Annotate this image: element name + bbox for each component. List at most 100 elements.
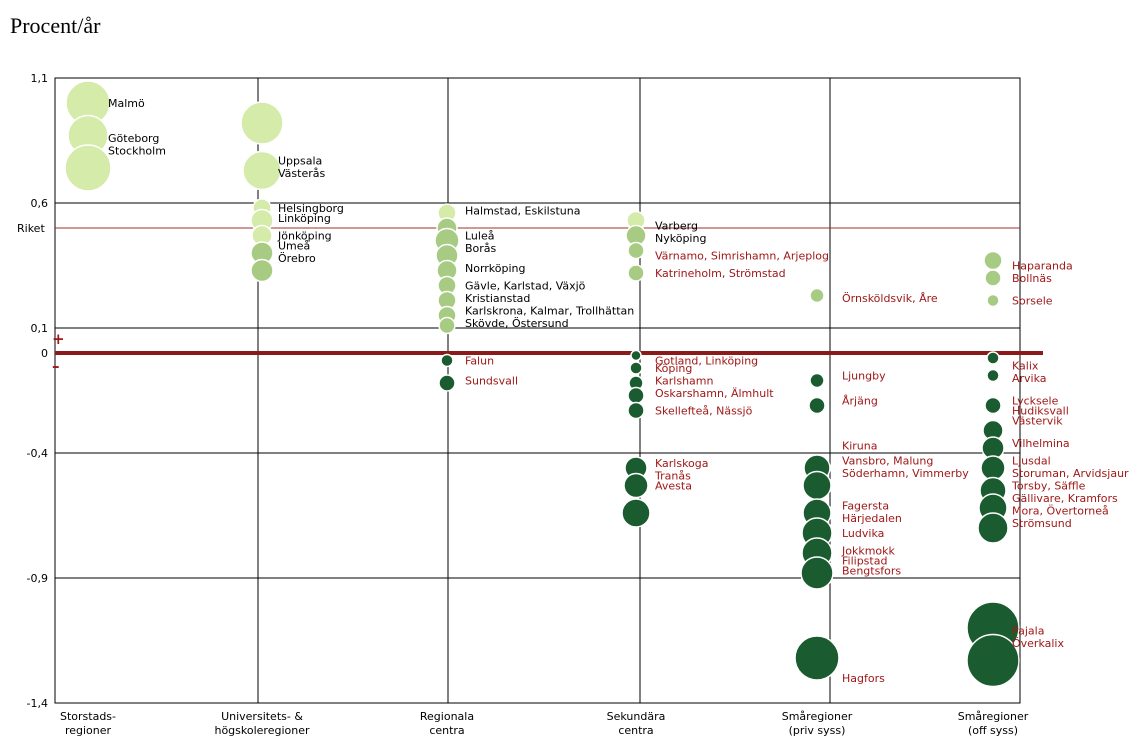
point-label: Skellefteå, Nässjö	[655, 405, 753, 418]
bubble	[984, 269, 1002, 287]
point-label: Falun	[465, 355, 494, 368]
category-label: centra	[618, 724, 653, 737]
bubble	[627, 241, 645, 260]
bubble	[627, 401, 645, 420]
bubble	[809, 372, 825, 389]
bubble	[621, 498, 651, 528]
bubble	[627, 386, 645, 405]
y-tick-label: -0,4	[27, 447, 48, 460]
point-label: Kiruna	[842, 440, 877, 453]
y-tick-label: 0,1	[31, 322, 49, 335]
bubble	[623, 472, 649, 499]
point-label: Malmö	[108, 97, 145, 110]
bubble	[627, 264, 645, 282]
point-label: Pajala	[1012, 625, 1044, 638]
bubble	[250, 258, 274, 283]
point-label: Örebro	[278, 252, 316, 265]
point-label: Katrineholm, Strömstad	[655, 267, 786, 280]
bubble	[438, 374, 456, 392]
point-label: Hagfors	[842, 672, 885, 685]
point-label: Storuman, Arvidsjaur	[1012, 467, 1129, 480]
y-unit-label: Procent/år	[10, 13, 101, 38]
point-label: Umeå	[278, 240, 310, 253]
category-label: Storstads-	[60, 710, 116, 723]
bubble	[440, 353, 454, 368]
point-label: Ljungby	[842, 370, 886, 383]
point-label: Fagersta	[842, 500, 889, 513]
point-label: Kristianstad	[465, 292, 530, 305]
point-label: Sundsvall	[465, 375, 518, 388]
bubble	[977, 512, 1009, 544]
point-label: Borås	[465, 242, 497, 255]
point-label: Härjedalen	[842, 512, 902, 525]
point-label: Karlshamn	[655, 375, 713, 388]
category-label: (off syss)	[968, 724, 1018, 737]
point-label: Göteborg	[108, 132, 159, 145]
point-label: Örnsköldsvik, Åre	[842, 292, 938, 305]
plus-sign: +	[52, 330, 65, 348]
point-label: Helsingborg	[278, 202, 344, 215]
bubbles	[64, 80, 1020, 688]
bubble	[808, 396, 826, 415]
bubble	[629, 361, 643, 375]
bubble	[809, 287, 825, 304]
category-label: regioner	[65, 724, 112, 737]
bubble	[438, 316, 456, 335]
plot-frame	[54, 77, 1021, 704]
point-label: Haparanda	[1012, 260, 1073, 273]
point-label: Tranås	[654, 470, 691, 483]
point-label: Halmstad, Eskilstuna	[465, 205, 580, 218]
bubble	[242, 150, 282, 191]
bubble	[986, 351, 1000, 365]
point-label: Bengtsfors	[842, 565, 901, 578]
point-label: Norrköping	[465, 262, 526, 275]
point-label: Ljusdal	[1012, 455, 1051, 468]
point-label: Kalix	[1012, 360, 1039, 373]
category-label: Småregioner	[782, 710, 853, 723]
bubble	[630, 349, 642, 362]
point-label: Luleå	[465, 230, 494, 243]
point-label: Uppsala	[278, 155, 322, 168]
point-label: Köping	[655, 362, 692, 375]
point-label: Karlskrona, Kalmar, Trollhättan	[465, 305, 634, 318]
point-label: Västervik	[1012, 415, 1063, 428]
point-label: Skövde, Östersund	[465, 317, 569, 330]
bubble	[64, 144, 112, 192]
category-label: Universitets- &	[221, 710, 303, 723]
bubble	[800, 556, 834, 590]
grid	[54, 77, 1021, 704]
point-label: Varberg	[655, 220, 698, 233]
axis-labels: 1,1 0,6 0,1 0 -0,4 -0,9 -1,4 Storstads-regioner…	[27, 72, 1029, 737]
point-label: Karlskoga	[655, 457, 709, 470]
bubble	[802, 470, 832, 501]
point-label: Lycksele	[1012, 395, 1059, 408]
point-label: Gällivare, Kramfors	[1012, 492, 1118, 505]
point-label: Vilhelmina	[1012, 437, 1070, 450]
bubble	[986, 368, 1000, 383]
y-tick-label: 0,6	[31, 197, 49, 210]
point-label: Arvika	[1012, 372, 1047, 385]
bubble	[983, 250, 1003, 271]
point-label: Linköping	[278, 212, 331, 225]
point-label: Gävle, Karlstad, Växjö	[465, 280, 586, 293]
point-label: Filipstad	[842, 555, 887, 568]
point-label: Avesta	[655, 480, 692, 493]
reference-line-label: Riket	[17, 222, 45, 235]
bubble	[984, 396, 1002, 415]
category-label: Småregioner	[958, 710, 1029, 723]
category-label: högskoleregioner	[214, 724, 310, 737]
bubble	[986, 293, 1000, 308]
reference-lines: Riket + –	[17, 222, 1043, 375]
category-label: Regionala	[420, 710, 474, 723]
point-label: Årjäng	[842, 395, 878, 408]
category-label: centra	[429, 724, 464, 737]
y-tick-label: 0	[41, 347, 48, 360]
bubble	[966, 633, 1020, 688]
bubble	[980, 455, 1006, 481]
point-label: Hudiksvall	[1012, 405, 1069, 418]
point-label: Ludvika	[842, 527, 884, 540]
category-label: Sekundära	[607, 710, 666, 723]
y-tick-label: -1,4	[27, 697, 48, 710]
